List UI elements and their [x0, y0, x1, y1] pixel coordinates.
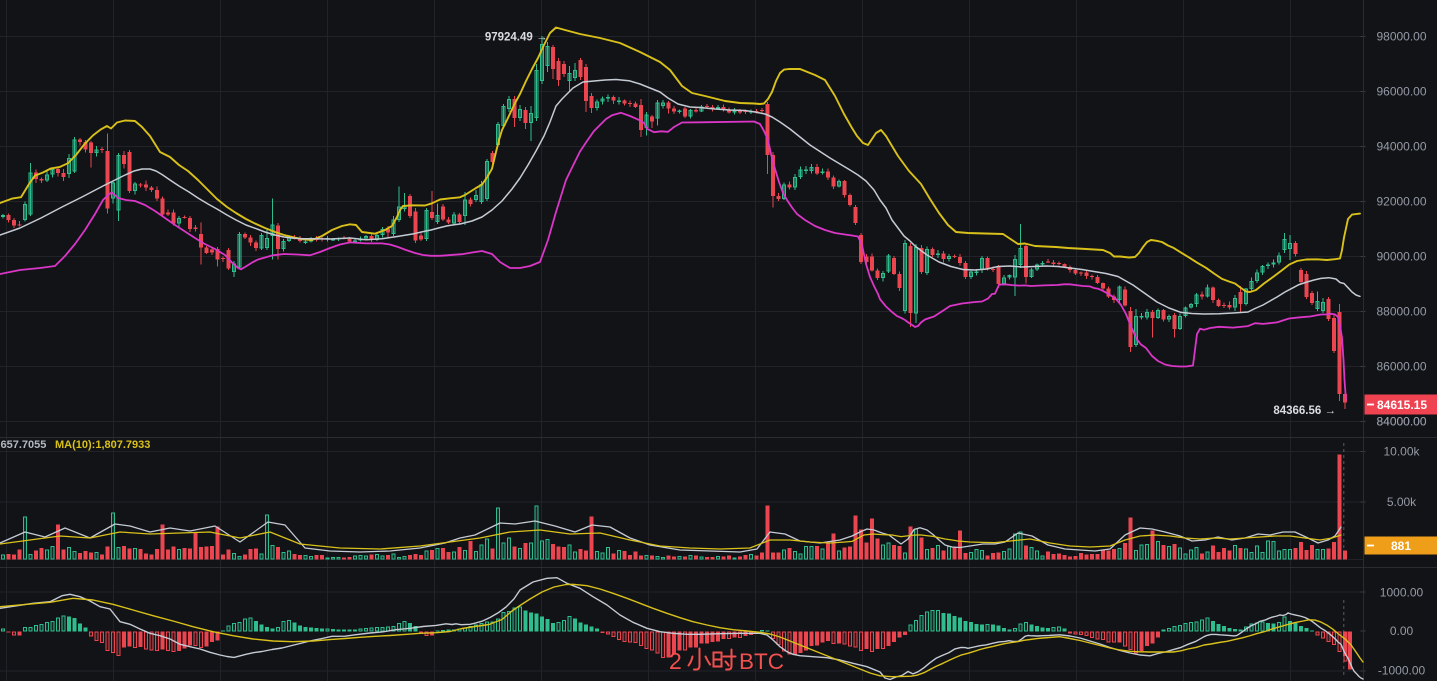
- svg-text:BTC: BTC: [739, 649, 784, 674]
- svg-text:0.00: 0.00: [1390, 624, 1414, 638]
- svg-text:90000.00: 90000.00: [1376, 250, 1426, 264]
- svg-text:84615.15: 84615.15: [1377, 398, 1427, 412]
- svg-text:5.00k: 5.00k: [1387, 495, 1417, 509]
- svg-text:881: 881: [1391, 539, 1411, 553]
- svg-text:-1000.00: -1000.00: [1378, 664, 1426, 678]
- svg-text:88000.00: 88000.00: [1376, 305, 1426, 319]
- svg-text:657.7055: 657.7055: [1, 439, 47, 451]
- svg-text:97924.49 →: 97924.49 →: [485, 32, 548, 44]
- svg-text:MA(10):1,807.7933: MA(10):1,807.7933: [55, 439, 150, 451]
- svg-text:84000.00: 84000.00: [1376, 415, 1426, 429]
- svg-text:84366.56 →: 84366.56 →: [1273, 405, 1336, 417]
- svg-text:10.00k: 10.00k: [1383, 444, 1420, 458]
- svg-text:98000.00: 98000.00: [1376, 30, 1426, 44]
- svg-text:94000.00: 94000.00: [1376, 140, 1426, 154]
- svg-text:92000.00: 92000.00: [1376, 195, 1426, 209]
- svg-text:84000.00: 84000.00: [1376, 415, 1426, 429]
- svg-text:2: 2: [669, 648, 682, 674]
- svg-text:1000.00: 1000.00: [1380, 586, 1424, 600]
- svg-text:86000.00: 86000.00: [1376, 360, 1426, 374]
- svg-text:96000.00: 96000.00: [1376, 85, 1426, 99]
